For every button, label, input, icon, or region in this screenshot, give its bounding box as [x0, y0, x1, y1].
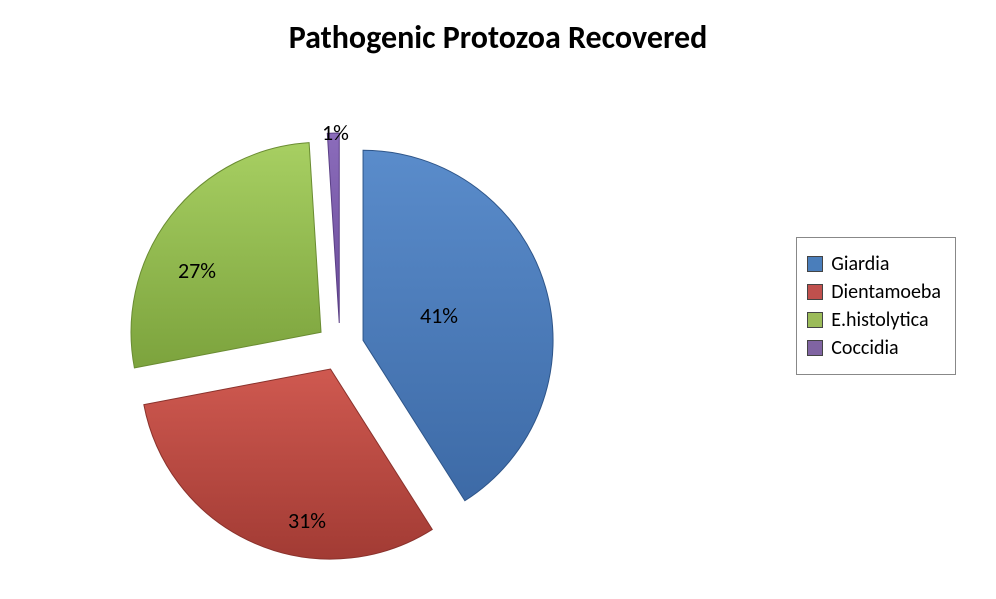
legend: Giardia Dientamoeba E.histolytica Coccid…: [796, 237, 956, 375]
slice-label-giardia: 41%: [420, 302, 458, 329]
pie-slice-ehistolytica: [131, 143, 321, 368]
chart-title: Pathogenic Protozoa Recovered: [0, 18, 996, 57]
pie-slice-coccidia: [327, 133, 339, 323]
legend-item-coccidia: Coccidia: [807, 336, 941, 360]
legend-label-giardia: Giardia: [831, 252, 889, 276]
legend-swatch-giardia: [807, 256, 823, 272]
chart-canvas: 41% 31% 27% 1% Giardia Dientamoeba E.his…: [0, 57, 996, 597]
legend-swatch-coccidia: [807, 340, 823, 356]
slice-label-dientamoeba: 31%: [288, 507, 326, 534]
legend-label-dientamoeba: Dientamoeba: [831, 280, 941, 304]
pie-svg: [60, 87, 620, 599]
slice-label-coccidia: 1%: [322, 119, 349, 146]
legend-label-coccidia: Coccidia: [831, 336, 898, 360]
pie-area: 41% 31% 27% 1%: [60, 87, 620, 587]
legend-item-ehistolytica: E.histolytica: [807, 308, 941, 332]
slice-label-ehistolytica: 27%: [178, 257, 216, 284]
legend-swatch-ehistolytica: [807, 312, 823, 328]
pie-slice-giardia: [363, 150, 553, 500]
legend-item-dientamoeba: Dientamoeba: [807, 280, 941, 304]
legend-label-ehistolytica: E.histolytica: [831, 308, 928, 332]
legend-swatch-dientamoeba: [807, 284, 823, 300]
legend-item-giardia: Giardia: [807, 252, 941, 276]
